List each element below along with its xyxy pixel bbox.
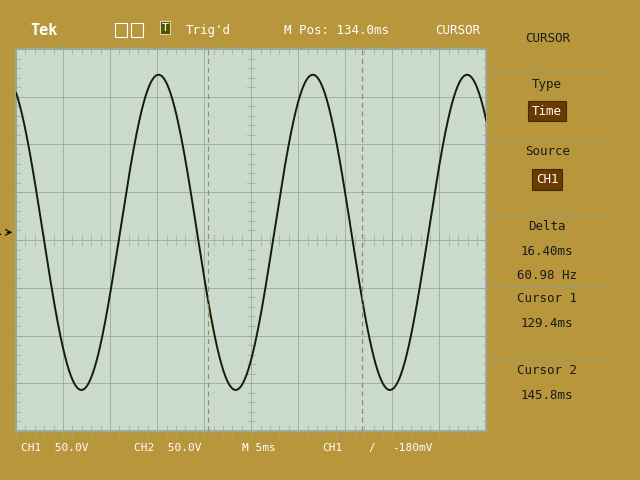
Text: CURSOR: CURSOR	[435, 24, 479, 37]
Text: Tek: Tek	[30, 24, 58, 38]
Text: CH2  50.0V: CH2 50.0V	[134, 443, 201, 453]
Text: Delta: Delta	[529, 220, 566, 233]
Text: T: T	[162, 23, 168, 33]
Text: Time: Time	[532, 105, 562, 118]
Text: 1: 1	[0, 228, 2, 237]
Text: Source: Source	[525, 145, 570, 158]
Text: M Pos: 134.0ms: M Pos: 134.0ms	[284, 24, 389, 37]
Text: 16.40ms: 16.40ms	[521, 244, 573, 257]
Text: 129.4ms: 129.4ms	[521, 317, 573, 330]
Text: /: /	[369, 443, 376, 453]
Text: CH1  50.0V: CH1 50.0V	[20, 443, 88, 453]
Text: CURSOR: CURSOR	[525, 33, 570, 46]
Text: Type: Type	[532, 78, 562, 91]
Bar	[131, 23, 143, 37]
Text: 145.8ms: 145.8ms	[521, 389, 573, 402]
Text: M 5ms: M 5ms	[242, 443, 276, 453]
Bar	[115, 23, 127, 37]
Text: Cursor 1: Cursor 1	[517, 292, 577, 305]
Text: -180mV: -180mV	[392, 443, 433, 453]
Text: 60.98 Hz: 60.98 Hz	[517, 269, 577, 282]
Text: Trig'd: Trig'd	[186, 24, 230, 37]
Text: CH1: CH1	[536, 173, 559, 186]
Text: CH1: CH1	[322, 443, 342, 453]
Text: Cursor 2: Cursor 2	[517, 364, 577, 377]
